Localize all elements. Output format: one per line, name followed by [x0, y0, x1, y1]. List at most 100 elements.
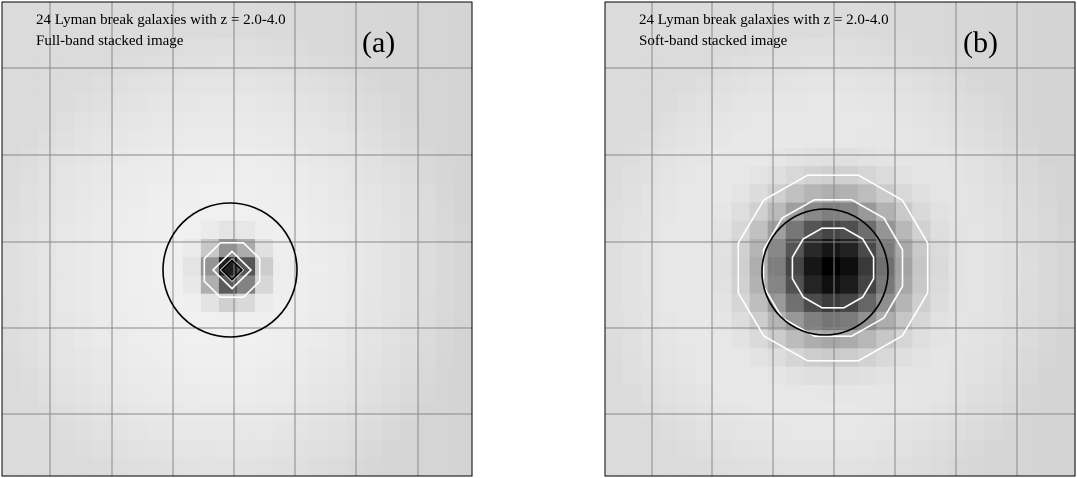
pixel [786, 93, 805, 112]
pixel [436, 20, 455, 39]
pixel [418, 111, 437, 130]
pixel [454, 111, 473, 130]
pixel [183, 348, 202, 367]
pixel [840, 257, 859, 276]
pixel [454, 184, 473, 203]
pixel [930, 257, 949, 276]
pixel [110, 111, 129, 130]
pixel [382, 75, 401, 94]
pixel [677, 385, 696, 404]
pixel [948, 294, 967, 313]
pixel [605, 20, 624, 39]
pixel [605, 2, 624, 21]
pixel [38, 330, 57, 349]
pixel [623, 184, 642, 203]
pixel [400, 275, 419, 294]
pixel [804, 275, 823, 294]
pixel [677, 184, 696, 203]
pixel [786, 111, 805, 130]
pixel [364, 75, 383, 94]
pixel [1057, 111, 1076, 130]
pixel [605, 130, 624, 149]
pixel [1021, 111, 1040, 130]
pixel [930, 166, 949, 185]
pixel [641, 221, 660, 240]
pixel [400, 221, 419, 240]
pixel [382, 385, 401, 404]
pixel [713, 348, 732, 367]
pixel [2, 348, 21, 367]
pixel [1021, 257, 1040, 276]
pixel [382, 367, 401, 386]
pixel [641, 367, 660, 386]
pixel [183, 203, 202, 222]
pixel [1057, 403, 1076, 422]
pixel [659, 130, 678, 149]
pixel [786, 148, 805, 167]
pixel [56, 403, 75, 422]
pixel [382, 330, 401, 349]
pixel [382, 184, 401, 203]
pixel [327, 203, 346, 222]
pixel [1039, 421, 1058, 440]
pixel [659, 221, 678, 240]
pixel [985, 130, 1004, 149]
pixel [912, 20, 931, 39]
pixel [858, 440, 877, 459]
pixel [400, 38, 419, 57]
pixel [364, 257, 383, 276]
pixel [92, 166, 111, 185]
pixel [695, 203, 714, 222]
pixel [641, 348, 660, 367]
pixel [623, 348, 642, 367]
pixel [1039, 257, 1058, 276]
pixel [659, 184, 678, 203]
pixel [38, 57, 57, 76]
pixel [840, 38, 859, 57]
pixel [219, 130, 238, 149]
pixel [364, 184, 383, 203]
pixel [237, 57, 256, 76]
pixel [418, 294, 437, 313]
pixel [641, 148, 660, 167]
pixel [110, 184, 129, 203]
pixel [930, 93, 949, 112]
pixel [382, 203, 401, 222]
pixel [345, 166, 364, 185]
pixel [129, 294, 148, 313]
pixel [345, 403, 364, 422]
pixel [659, 275, 678, 294]
pixel [822, 75, 841, 94]
pixel [1003, 57, 1022, 76]
pixel [219, 330, 238, 349]
pixel [345, 148, 364, 167]
pixel [183, 221, 202, 240]
pixel [291, 403, 310, 422]
pixel [605, 111, 624, 130]
pixel [56, 348, 75, 367]
pixel [1003, 166, 1022, 185]
pixel [985, 421, 1004, 440]
pixel [110, 367, 129, 386]
pixel [713, 57, 732, 76]
pixel [147, 148, 166, 167]
pixel [967, 203, 986, 222]
pixel [74, 130, 93, 149]
pixel [273, 75, 292, 94]
pixel [165, 93, 184, 112]
pixel [345, 111, 364, 130]
pixel [768, 403, 787, 422]
pixel [364, 111, 383, 130]
pixel [345, 385, 364, 404]
pixel [92, 93, 111, 112]
pixel [309, 330, 328, 349]
pixel [309, 75, 328, 94]
figure: 24 Lyman break galaxies with z = 2.0-4.0… [0, 0, 1077, 478]
pixel [677, 294, 696, 313]
pixel [1039, 184, 1058, 203]
pixel [219, 257, 238, 276]
pixel [400, 403, 419, 422]
pixel [183, 148, 202, 167]
pixel [454, 2, 473, 21]
pixel [38, 294, 57, 313]
